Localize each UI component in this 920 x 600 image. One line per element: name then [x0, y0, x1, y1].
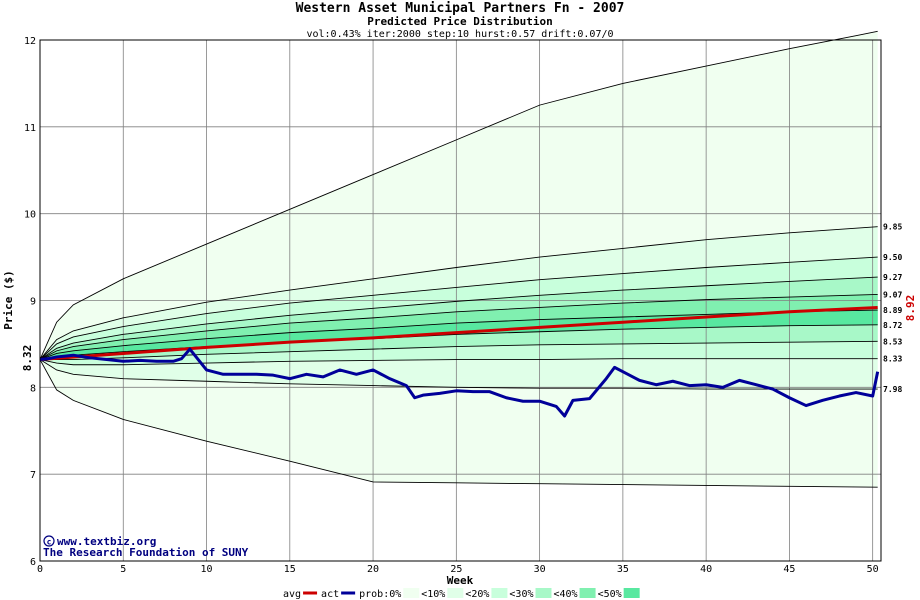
start-price-label: 8.32	[21, 345, 34, 372]
percentile-line-p40	[40, 340, 878, 360]
percentile-line-p20	[39, 359, 878, 390]
x-tick-labels: 0 5 10 15 20 25 30 35 40 45 50	[37, 564, 879, 575]
chart-title: Western Asset Municipal Partners Fn - 20…	[296, 1, 625, 16]
percentile-line-p95	[39, 226, 878, 360]
x-tick-label: 50	[867, 564, 879, 575]
legend-band-swatch	[535, 588, 552, 598]
percentile-lines	[39, 30, 878, 488]
percentile-line-p30	[39, 358, 878, 366]
percentile-line-p60	[39, 309, 878, 360]
plot-frame	[39, 39, 882, 562]
percentile-line-min	[39, 359, 878, 488]
legend-band-swatch	[447, 588, 464, 598]
band-5	[40, 310, 878, 360]
y-tick-label: 10	[24, 210, 36, 221]
x-tick-label: 35	[617, 564, 629, 575]
legend-label: <10%	[421, 589, 445, 600]
x-tick-label: 45	[783, 564, 795, 575]
legend-label: avg	[283, 589, 301, 600]
y-tick-label: 6	[30, 557, 36, 568]
percentile-end-label: 9.07	[883, 290, 902, 299]
series-lines	[39, 305, 880, 418]
percentile-end-label: 9.27	[883, 273, 902, 282]
y-tick-label: 12	[24, 36, 36, 47]
y-tick-label: 8	[30, 383, 36, 394]
percentile-end-label: 8.53	[883, 337, 902, 346]
percentile-line-p80	[39, 276, 878, 360]
series-act-line	[39, 347, 880, 418]
percentile-line-max	[39, 30, 878, 360]
legend: avg act prob:0% <10% <20% <30% <40% <50%	[283, 588, 640, 600]
legend-band-swatch	[403, 588, 420, 598]
x-tick-label: 30	[534, 564, 546, 575]
credit-website[interactable]: www.textbiz.org	[57, 535, 156, 548]
percentile-end-label: 8.33	[883, 355, 902, 364]
x-tick-label: 40	[700, 564, 712, 575]
legend-band-swatch	[579, 588, 596, 598]
percentile-line-p90	[39, 256, 878, 360]
chart-params: vol:0.43% iter:2000 step:10 hurst:0.57 d…	[306, 29, 613, 40]
end-price-label: 8.92	[904, 295, 917, 322]
chart-subtitle: Predicted Price Distribution	[367, 15, 552, 28]
legend-label: <40%	[554, 589, 578, 600]
legend-band-swatch	[623, 588, 640, 598]
gridlines	[39, 39, 881, 562]
x-tick-label: 10	[201, 564, 213, 575]
y-tick-label: 9	[30, 297, 36, 308]
y-tick-label: 7	[30, 470, 36, 481]
x-tick-label: 20	[367, 564, 379, 575]
credit-organization: The Research Foundation of SUNY	[43, 546, 249, 559]
legend-label: prob:0%	[359, 589, 401, 600]
x-axis-label: Week	[447, 574, 474, 587]
x-tick-label: 0	[37, 564, 43, 575]
legend-label: <20%	[465, 589, 489, 600]
legend-label: <50%	[598, 589, 622, 600]
y-axis-label: Price ($)	[2, 270, 15, 330]
percentile-end-label: 9.85	[883, 223, 902, 232]
percentile-end-label: 7.98	[883, 385, 902, 394]
percentile-end-labels: 9.85 9.50 9.27 9.07 8.89 8.72 8.53 8.33 7.98	[883, 223, 902, 394]
x-tick-label: 15	[284, 564, 296, 575]
percentile-end-label: 8.72	[883, 321, 902, 330]
svg-text:c: c	[47, 538, 52, 547]
percentile-line-p70	[39, 293, 878, 360]
x-tick-label: 5	[120, 564, 126, 575]
percentile-end-label: 9.50	[883, 253, 902, 262]
percentile-end-label: 8.89	[883, 306, 902, 315]
y-tick-label: 11	[24, 123, 36, 134]
copyright-icon: c	[43, 535, 55, 547]
legend-band-swatch	[491, 588, 508, 598]
legend-label: act	[321, 589, 339, 600]
x-tick-label: 25	[450, 564, 462, 575]
series-avg-line	[39, 305, 878, 362]
legend-label: <30%	[509, 589, 533, 600]
y-tick-labels: 6 7 8 9 10 11 12	[24, 36, 36, 568]
